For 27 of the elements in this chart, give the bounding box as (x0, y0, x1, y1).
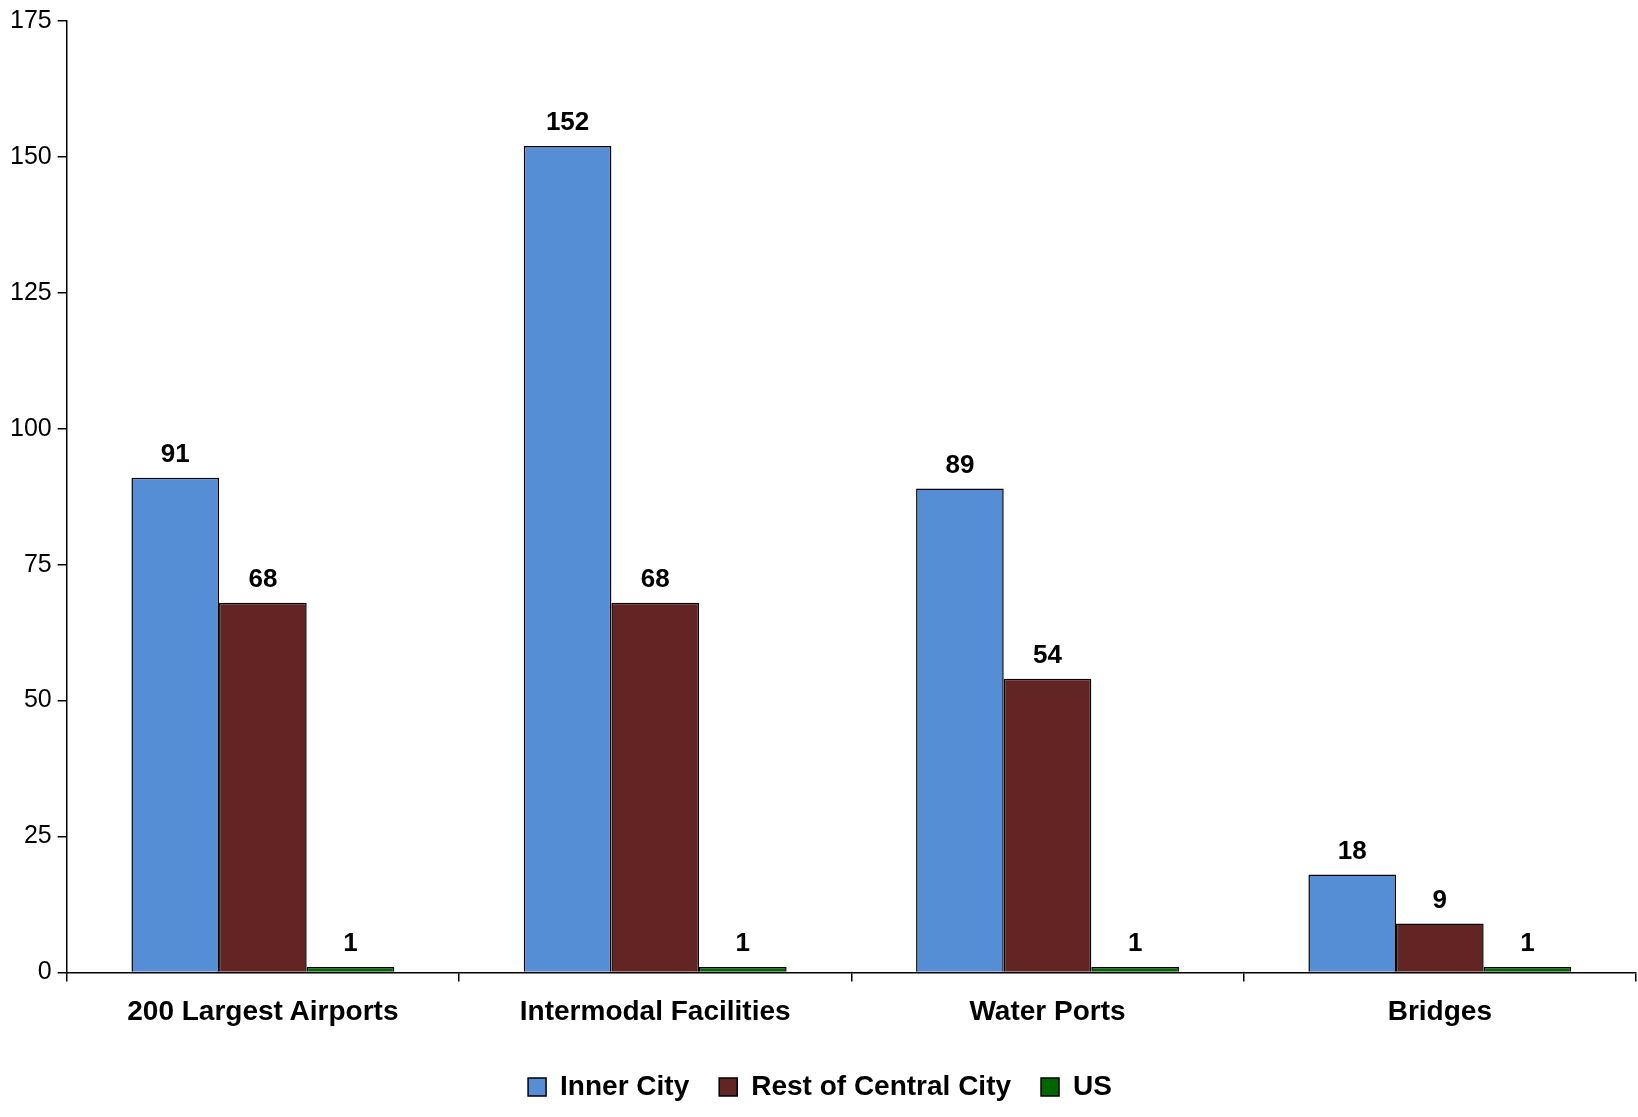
data-label: 9 (1432, 883, 1448, 914)
y-tick-label: 125 (9, 276, 52, 305)
data-label: 1 (1520, 927, 1535, 958)
x-tick-label: Bridges (1387, 994, 1492, 1026)
x-tick-label: 200 Largest Airports (127, 994, 399, 1026)
y-tick-label: 100 (9, 412, 52, 441)
data-label: 1 (735, 927, 751, 958)
y-tick-label: 25 (23, 820, 52, 849)
legend-label: US (1073, 1069, 1112, 1101)
data-label: 68 (640, 562, 670, 593)
data-label: 54 (1033, 639, 1063, 669)
y-tick-label: 175 (9, 4, 52, 33)
data-label: 1 (1127, 927, 1143, 958)
data-label: 1 (343, 927, 358, 958)
y-tick-label: 75 (23, 548, 52, 577)
y-tick-label: 50 (23, 684, 52, 713)
y-tick-label: 150 (9, 140, 52, 169)
data-label: 89 (945, 448, 975, 479)
legend-label: Rest of Central City (751, 1069, 1012, 1101)
data-label: 91 (160, 437, 190, 468)
legend-label: Inner City (560, 1069, 690, 1101)
data-label: 152 (545, 106, 590, 137)
x-tick-label: Water Ports (969, 994, 1126, 1026)
data-label: 68 (248, 562, 278, 593)
x-tick-label: Intermodal Facilities (519, 994, 791, 1026)
data-label: 18 (1337, 834, 1367, 865)
y-tick-label: 0 (37, 956, 52, 985)
